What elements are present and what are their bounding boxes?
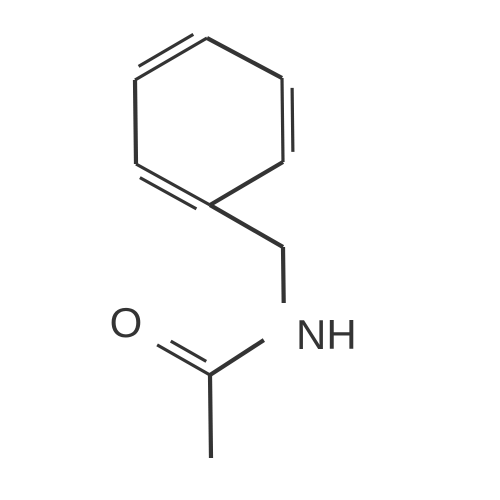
atom-label: NH <box>296 311 357 358</box>
atom-label: O <box>110 299 143 346</box>
